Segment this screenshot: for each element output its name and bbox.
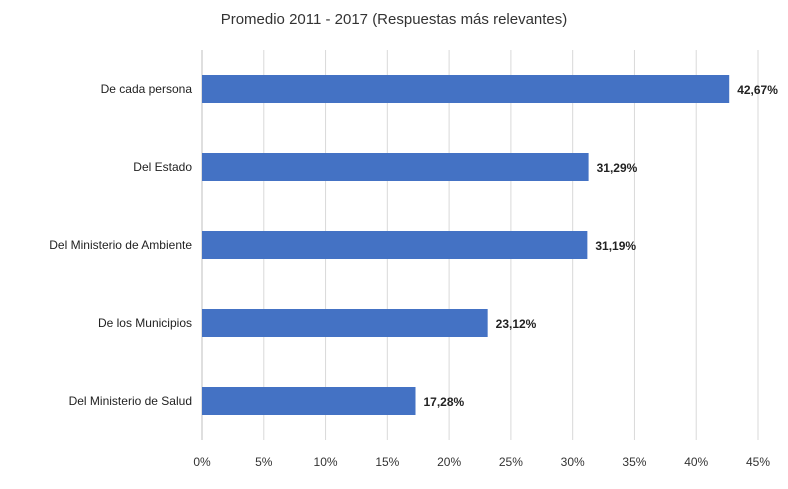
- x-axis-tick-labels: 0% 5% 10% 15% 20% 25% 30% 35% 40% 45%: [193, 455, 770, 469]
- data-label: 23,12%: [496, 317, 537, 331]
- data-labels: 42,67% 31,29% 31,19% 23,12% 17,28%: [424, 83, 779, 409]
- category-label: De cada persona: [101, 82, 193, 96]
- x-tick-label: 25%: [499, 455, 523, 469]
- bar: [202, 387, 416, 415]
- x-tick-label: 20%: [437, 455, 461, 469]
- category-label: De los Municipios: [98, 316, 192, 330]
- bar: [202, 75, 730, 103]
- bar: [202, 231, 588, 259]
- x-tick-label: 15%: [375, 455, 399, 469]
- data-label: 31,19%: [595, 239, 636, 253]
- x-tick-label: 30%: [561, 455, 585, 469]
- x-tick-label: 10%: [314, 455, 338, 469]
- bar: [202, 153, 589, 181]
- category-labels: De cada persona Del Estado Del Ministerio …: [49, 82, 192, 408]
- chart-title: Promedio 2011 - 2017 (Respuestas más rel…: [221, 11, 568, 28]
- x-tick-label: 5%: [255, 455, 273, 469]
- data-label: 31,29%: [597, 161, 638, 175]
- x-tick-label: 45%: [746, 455, 770, 469]
- data-label: 42,67%: [737, 83, 778, 97]
- x-tick-label: 0%: [193, 455, 211, 469]
- x-tick-label: 35%: [622, 455, 646, 469]
- x-tick-label: 40%: [684, 455, 708, 469]
- bars: [202, 75, 730, 415]
- category-label: Del Ministerio de Salud: [69, 394, 192, 408]
- data-label: 17,28%: [424, 395, 465, 409]
- category-label: Del Estado: [133, 160, 192, 174]
- category-label: Del Ministerio de Ambiente: [49, 238, 192, 252]
- bar: [202, 309, 488, 337]
